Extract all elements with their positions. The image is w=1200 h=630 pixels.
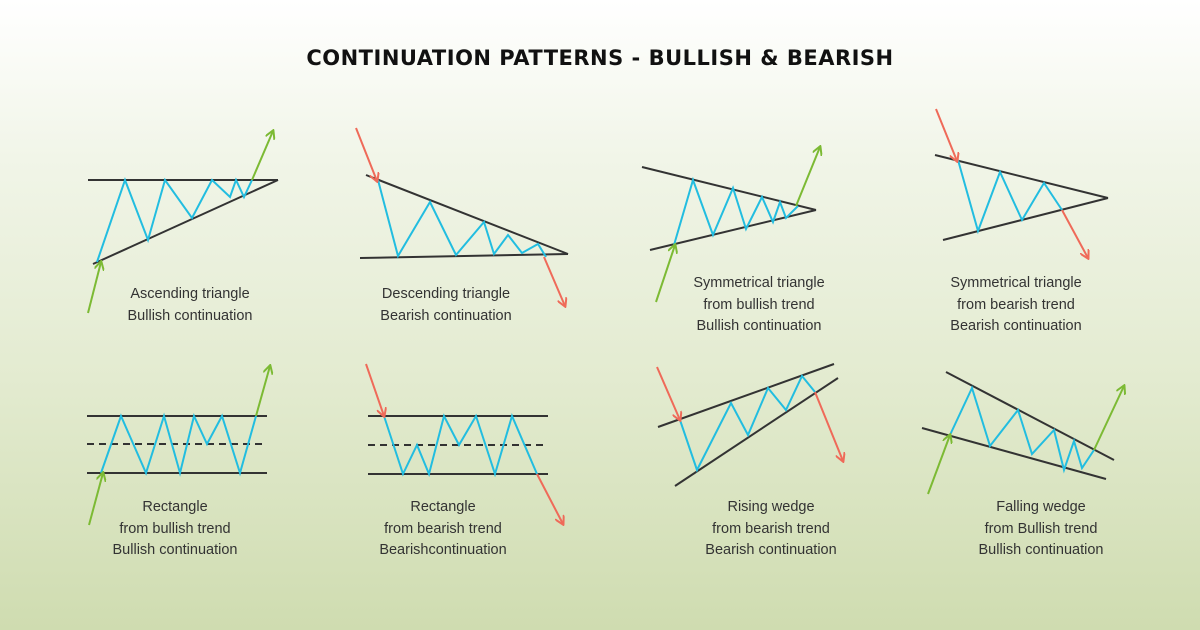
upper-line (934, 154, 1109, 199)
caption-rectangle-bullish: Rectangle from bullish trend Bullish con… (112, 499, 238, 558)
price-line (100, 412, 257, 477)
price-line (679, 374, 816, 473)
rising-wedge-diagram (656, 363, 843, 487)
bearish-arrow-out (543, 256, 565, 306)
price-line (949, 385, 1095, 474)
upper-line (657, 363, 835, 428)
caption-symmetrical-triangle-bullish: Symmetrical triangle from bullish trend … (693, 275, 825, 334)
upper-line (641, 166, 817, 211)
bullish-arrow-out (255, 366, 270, 417)
bearish-arrow-in (355, 127, 377, 181)
bearish-arrow-out (536, 473, 563, 524)
support-line (359, 253, 569, 259)
resistance-line (365, 174, 569, 255)
symmetrical-triangle-bullish-diagram (641, 147, 820, 303)
rectangle-bearish-diagram (365, 363, 563, 524)
price-line (957, 159, 1063, 235)
upper-line (945, 371, 1115, 461)
ascending-triangle-diagram (87, 131, 279, 314)
caption-falling-wedge: Falling wedge from Bullish trend Bullish… (978, 499, 1104, 558)
caption-ascending-triangle: Ascending triangle Bullish continuation (127, 286, 253, 324)
bearish-arrow-out (1061, 209, 1088, 258)
falling-wedge-diagram (921, 371, 1124, 495)
bearish-arrow-in (656, 366, 680, 420)
price-line (96, 177, 253, 263)
diagram-title: CONTINUATION PATTERNS - BULLISH & BEARIS… (306, 46, 894, 70)
bullish-arrow-in (927, 435, 950, 495)
bearish-arrow-out (814, 391, 843, 461)
bullish-arrow-out (251, 131, 273, 181)
caption-symmetrical-triangle-bearish: Symmetrical triangle from bearish trend … (950, 275, 1082, 334)
lower-line (674, 377, 839, 487)
symmetrical-triangle-bearish-diagram (934, 108, 1109, 258)
price-line (383, 413, 538, 478)
bullish-arrow-in (88, 473, 103, 526)
lower-line (942, 197, 1109, 241)
caption-rectangle-bearish: Rectangle from bearish trend Bearishcont… (379, 499, 507, 558)
price-line (673, 176, 799, 246)
bullish-arrow-in (87, 262, 101, 314)
price-line (377, 179, 547, 259)
descending-triangle-diagram (355, 127, 569, 306)
caption-rising-wedge: Rising wedge from bearish trend Bearish … (705, 499, 837, 558)
bearish-arrow-in (935, 108, 957, 161)
caption-descending-triangle: Descending triangle Bearish continuation (380, 286, 512, 324)
support-line (92, 179, 279, 265)
rectangle-bullish-diagram (87, 366, 270, 526)
bullish-arrow-out (795, 147, 820, 207)
bullish-arrow-in (655, 245, 675, 303)
bearish-arrow-in (365, 363, 384, 416)
bullish-arrow-out (1093, 386, 1124, 451)
